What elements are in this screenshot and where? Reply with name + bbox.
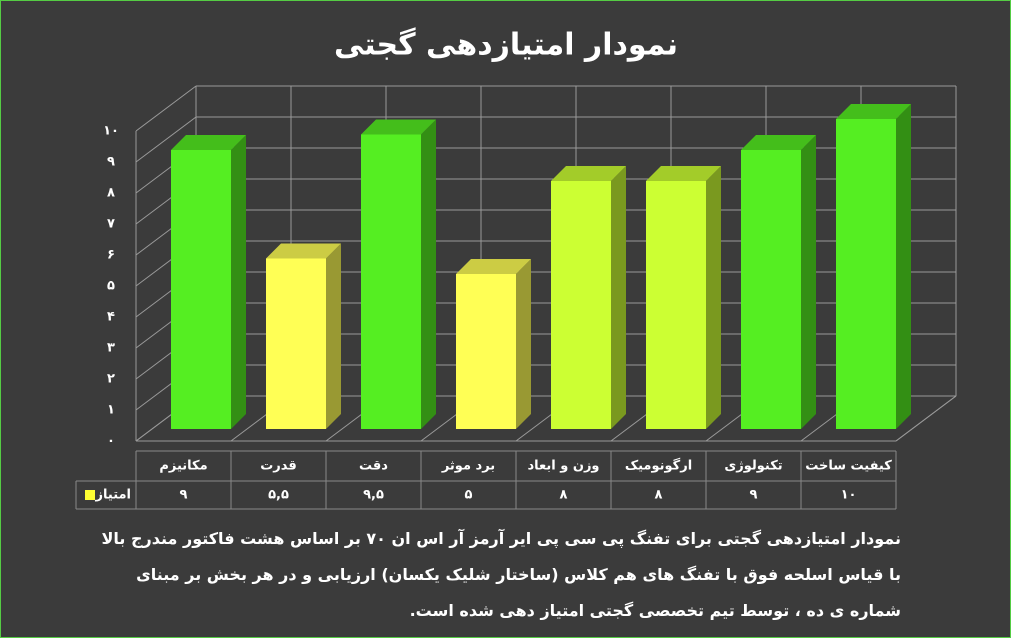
value-label: ۹ — [180, 488, 188, 503]
y-tick-label: ۸ — [107, 186, 115, 201]
value-label: ۸ — [560, 488, 568, 503]
bar — [171, 150, 231, 429]
floor-right — [895, 395, 957, 442]
y-tick-label: ۰ — [107, 434, 115, 449]
chart: نمودار امتیازدهی گجتی ۰ ۱ ۲ ۳ ۴ ۵ ۶ ۷ ۸ ۹ ۱۰ امتیاز… — [75, 27, 957, 510]
legend-swatch — [85, 490, 95, 500]
bar — [456, 274, 516, 429]
bar — [741, 150, 801, 429]
y-tick-label: ۱۰ — [103, 124, 119, 139]
x-tick-label: دقت — [359, 459, 388, 474]
value-label: ۹ — [750, 488, 758, 503]
bar-side — [611, 166, 626, 429]
x-tick-label: قدرت — [260, 459, 297, 474]
bar-side — [326, 243, 341, 429]
bar-top — [266, 243, 341, 259]
x-tick-label: مکانیزم — [159, 459, 207, 474]
chart-title: نمودار امتیازدهی گجتی — [334, 27, 678, 63]
bar — [646, 181, 706, 429]
bar-side — [896, 104, 911, 429]
bar-top — [551, 166, 626, 181]
value-label: ۸ — [655, 488, 663, 503]
value-label: ۱۰ — [841, 488, 857, 503]
y-tick-label: ۱ — [107, 403, 115, 418]
x-tick-label: وزن و ابعاد — [527, 459, 599, 474]
bar-side — [801, 135, 816, 429]
x-tick-label: کیفیت ساخت — [805, 459, 892, 474]
x-tick-label: برد موثر — [441, 459, 495, 474]
y-tick-label: ۵ — [107, 279, 115, 294]
y-tick-label: ۶ — [107, 248, 115, 263]
bar-top — [361, 119, 436, 135]
bar — [361, 134, 421, 429]
grid-line — [135, 85, 197, 132]
bar-top — [836, 104, 911, 119]
bar-top — [741, 135, 816, 150]
bar — [266, 258, 326, 429]
x-tick-label: تکنولوژی — [724, 459, 782, 474]
bar — [551, 181, 611, 429]
bar-side — [516, 259, 531, 429]
x-tick-label: ارگونومیک — [625, 458, 692, 474]
bar-side — [421, 119, 436, 429]
value-label: ۵ — [465, 488, 473, 503]
value-label: ۵,۵ — [268, 488, 289, 503]
bar-top — [456, 259, 531, 274]
y-tick-label: ۷ — [107, 217, 115, 232]
bar — [836, 119, 896, 429]
grid-line — [135, 116, 197, 163]
bar-side — [231, 135, 246, 429]
bar-side — [706, 166, 721, 429]
bar-top — [646, 166, 721, 181]
y-tick-label: ۲ — [107, 372, 115, 387]
caption: نمودار امتیازدهی گجتی برای تفنگ پی سی پی… — [101, 529, 901, 620]
legend-label: امتیاز — [95, 488, 131, 503]
y-tick-label: ۳ — [107, 341, 115, 356]
y-tick-label: ۹ — [107, 155, 115, 170]
bar-top — [171, 135, 246, 150]
value-label: ۹,۵ — [363, 488, 384, 503]
y-tick-label: ۴ — [107, 310, 115, 325]
